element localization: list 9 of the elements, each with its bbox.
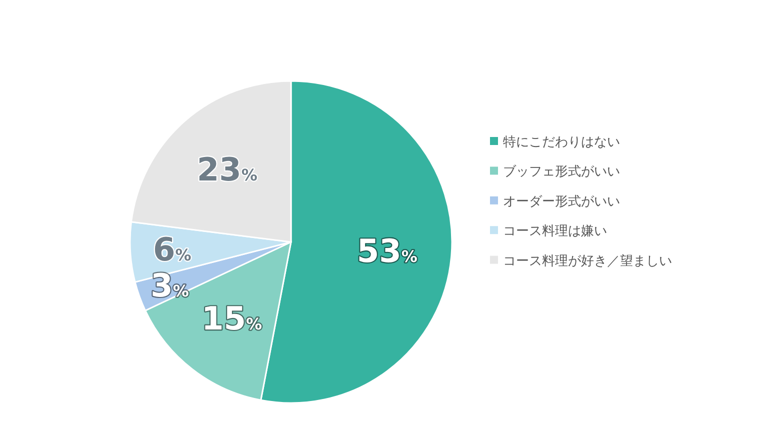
legend-label: ブッフェ形式がいい (503, 164, 620, 180)
legend-label: コース料理が好き／望ましい (503, 254, 672, 269)
legend-label: オーダー形式がいい (503, 194, 620, 210)
data-label: 53% (356, 232, 418, 270)
data-label: 15% (202, 299, 262, 338)
data-label: 6% (152, 230, 192, 268)
legend-label: コース料理は嫌い (503, 224, 607, 240)
legend-label: 特にこだわりはない (503, 135, 620, 150)
data-label: 23% (196, 150, 258, 189)
